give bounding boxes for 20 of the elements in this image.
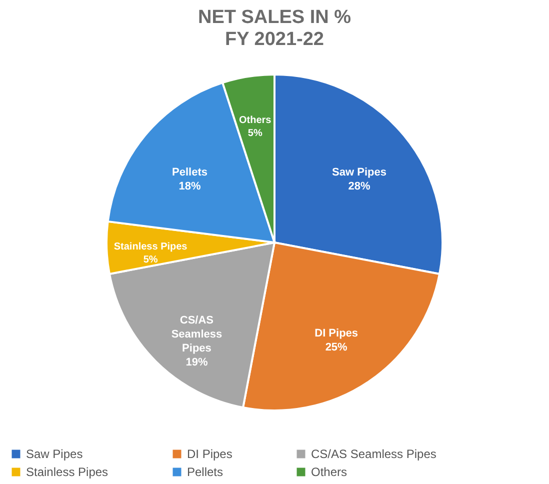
slice-label: CS/AS Seamless Pipes [171, 314, 222, 354]
chart-title: NET SALES IN % [198, 7, 352, 28]
legend-label: Others [311, 465, 348, 479]
data-label: 5% [143, 254, 158, 266]
chart-subtitle: FY 2021-22 [225, 29, 324, 50]
slice-label: Pellets [172, 166, 208, 178]
data-label: 28% [348, 180, 370, 192]
slice-label: Stainless Pipes [114, 241, 188, 252]
legend-label: Pellets [187, 465, 224, 479]
legend-label: Saw Pipes [26, 447, 83, 461]
legend-label: Stainless Pipes [26, 465, 108, 479]
data-label: 5% [248, 128, 262, 140]
legend-label: CS/AS Seamless Pipes [311, 447, 436, 461]
slice-label: Saw Pipes [332, 166, 386, 178]
legend-label: DI Pipes [187, 447, 232, 461]
slice-label: DI Pipes [314, 327, 358, 340]
slice-label: Others [238, 115, 272, 126]
data-label: 18% [178, 180, 201, 192]
data-label: 19% [186, 356, 208, 368]
data-label: 25% [325, 341, 348, 354]
